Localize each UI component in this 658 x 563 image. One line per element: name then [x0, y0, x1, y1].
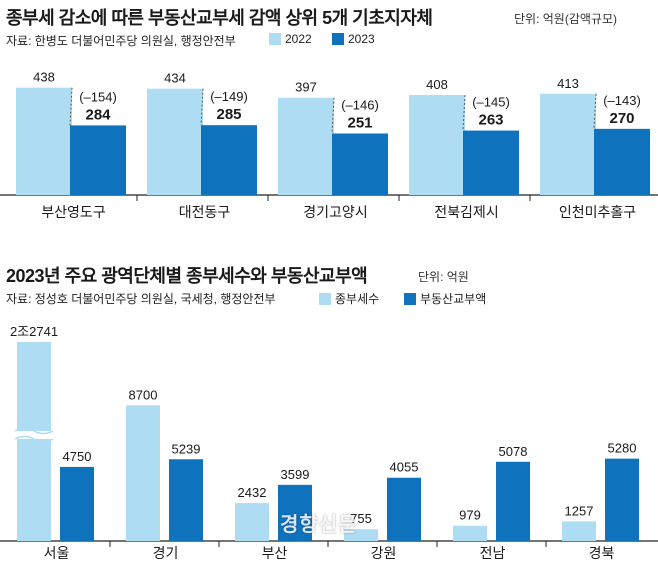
bar-2023	[463, 130, 519, 195]
bar-tax	[453, 525, 487, 541]
bar-tax	[126, 405, 160, 541]
bar-2023	[70, 125, 126, 195]
value-label-2023: 263	[478, 112, 503, 129]
chart2-title: 2023년 주요 광역단체별 종부세수와 부동산교부액	[6, 266, 368, 286]
value-label-grant: 5078	[499, 444, 528, 459]
bar-tax	[344, 529, 378, 541]
axis-break-wave	[14, 435, 54, 443]
legend-label: 부동산교부액	[420, 292, 487, 306]
bar-2023	[201, 125, 257, 195]
value-label-grant: 3599	[281, 467, 310, 482]
bar-2022	[147, 88, 203, 195]
chart1-unit: 단위: 억원(감액규모)	[514, 12, 617, 26]
category-label: 서울	[44, 545, 70, 561]
value-label-2023: 251	[347, 115, 372, 132]
bar-grant	[278, 484, 312, 541]
bar-2023	[594, 128, 650, 195]
bar-grant	[605, 458, 639, 541]
axis-break-gap	[15, 431, 53, 439]
value-label-2022: 413	[557, 76, 579, 91]
value-label-tax: 979	[459, 508, 481, 523]
chart2-unit: 단위: 억원	[418, 270, 469, 284]
category-label: 부산영도구	[41, 204, 106, 220]
category-label: 경북	[589, 545, 615, 561]
bar-2022	[16, 87, 72, 195]
value-label-tax: 2432	[238, 485, 267, 500]
value-label-grant: 4750	[63, 449, 92, 464]
bar-tax	[235, 503, 269, 541]
change-annotation: (–145)	[472, 95, 510, 110]
legend-label: 2023	[348, 32, 375, 46]
value-label-2023: 284	[85, 106, 111, 123]
category-label: 인천미추홀구	[559, 204, 636, 220]
chart1-legend-2022: 2022	[269, 32, 312, 46]
category-label: 경기	[153, 545, 179, 561]
legend-swatch-dark	[332, 33, 344, 45]
change-connector	[462, 95, 466, 131]
category-label: 부산	[262, 545, 288, 561]
value-label-2023: 285	[216, 106, 241, 123]
value-label-grant: 5280	[608, 441, 637, 456]
value-label-2023: 270	[609, 110, 634, 127]
value-label-tax: 1257	[565, 503, 594, 518]
change-connector	[331, 97, 335, 134]
bar-2022	[540, 93, 596, 195]
category-label: 전남	[480, 545, 506, 561]
axis-break-wave	[14, 427, 54, 435]
category-label: 경기고양시	[303, 204, 367, 220]
change-annotation: (–154)	[79, 89, 117, 104]
bar-grant	[60, 466, 94, 541]
bar-2022	[278, 97, 334, 195]
legend-swatch-light	[269, 33, 281, 45]
legend-label: 종부세수	[335, 292, 380, 306]
change-annotation: (–146)	[341, 98, 379, 113]
category-label: 전북김제시	[434, 204, 498, 220]
value-label-grant: 5239	[172, 441, 201, 456]
value-label-tax: 755	[350, 511, 372, 526]
value-label-2022: 434	[164, 71, 186, 86]
value-label-grant: 4055	[390, 460, 419, 475]
value-label-tax: 8700	[129, 387, 158, 402]
value-label-2022: 438	[33, 70, 55, 85]
chart1-plot: 438 284 (–154) 부산영도구 434 285 (–149) 대전동구 397 251 (…	[0, 70, 658, 220]
chart1-source: 자료: 한병도 더불어민주당 의원실, 행정안전부	[6, 34, 236, 48]
watermark: 경향신문	[280, 514, 358, 536]
legend-swatch-light	[319, 292, 331, 305]
bar-grant	[387, 477, 421, 541]
bar-grant	[496, 461, 530, 541]
bar-grant	[169, 459, 203, 541]
change-annotation: (–143)	[603, 93, 641, 108]
chart2-legend-grant: 부동산교부액	[404, 290, 486, 307]
chart2-legend-tax: 종부세수	[319, 290, 379, 307]
value-label-tax: 2조2741	[10, 324, 58, 339]
category-label: 강원	[371, 545, 397, 561]
bar-2022	[409, 95, 465, 195]
value-label-2022: 397	[295, 80, 317, 95]
value-label-2022: 408	[426, 77, 448, 92]
chart1-legend-2023: 2023	[332, 32, 375, 46]
category-label: 대전동구	[179, 204, 231, 220]
chart1-title: 종부세 감소에 따른 부동산교부세 감액 상위 5개 기초지자체	[6, 8, 433, 28]
change-annotation: (–149)	[210, 89, 248, 104]
change-connector	[593, 93, 597, 129]
bar-tax	[562, 521, 596, 541]
legend-label: 2022	[285, 32, 312, 46]
chart2-source: 자료: 정성호 더불어민주당 의원실, 국세청, 행정안전부	[6, 292, 276, 306]
bar-2023	[332, 133, 388, 195]
legend-swatch-dark	[404, 292, 416, 305]
